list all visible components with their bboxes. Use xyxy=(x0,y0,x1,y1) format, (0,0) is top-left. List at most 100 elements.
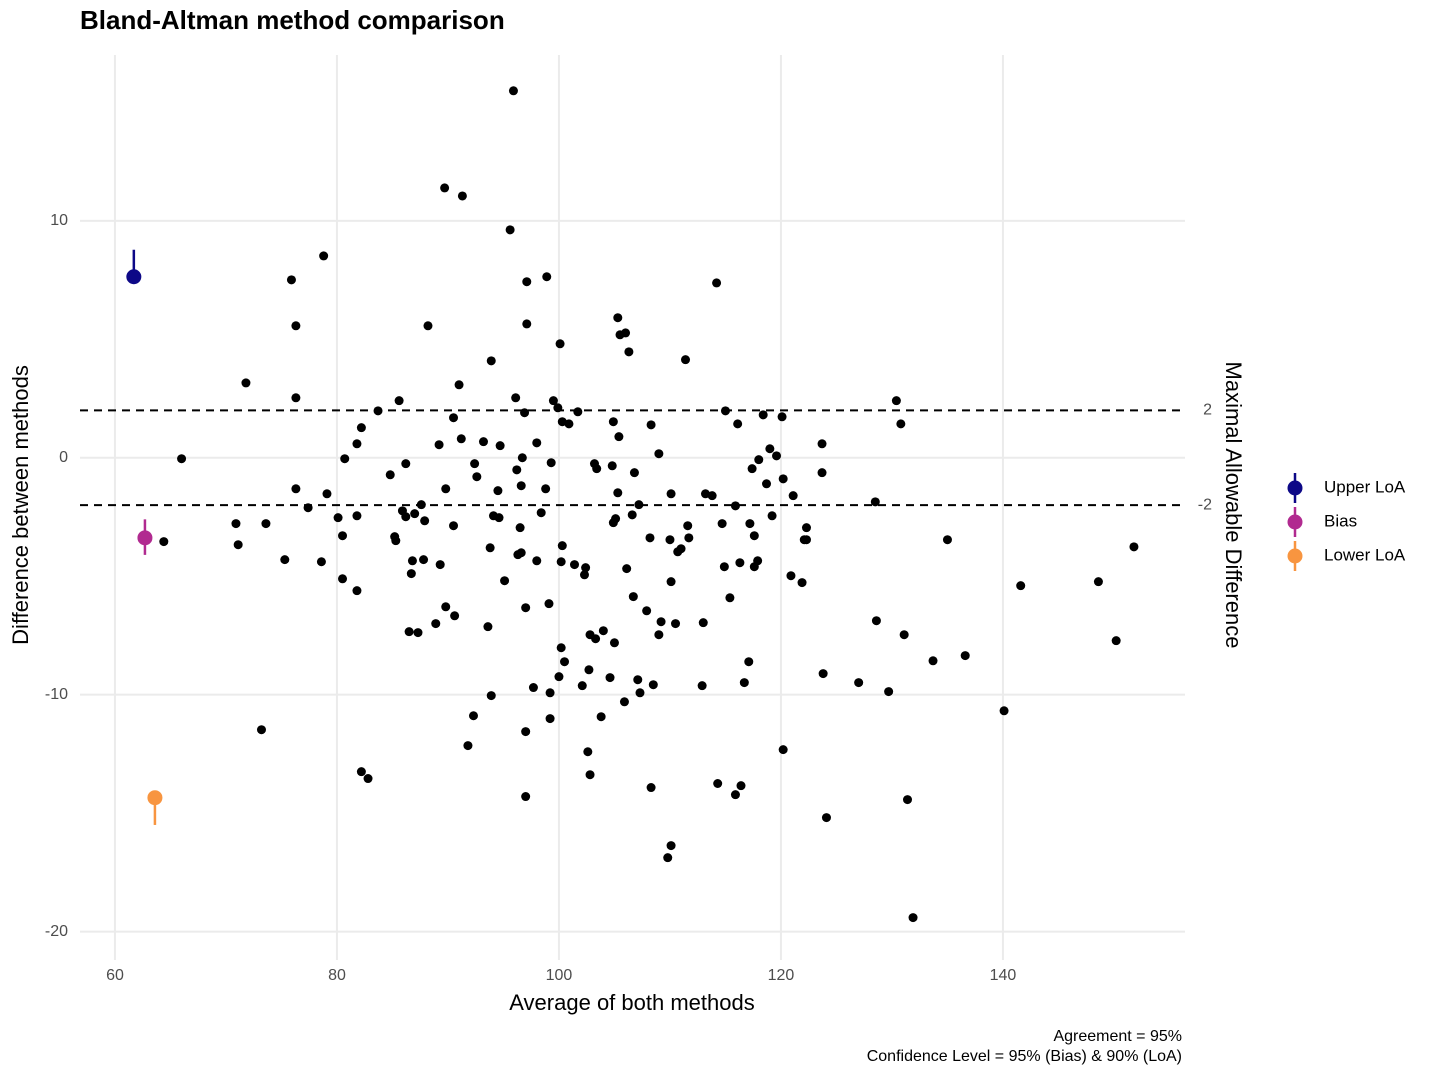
data-point xyxy=(666,489,676,499)
data-point xyxy=(619,697,629,707)
data-point xyxy=(373,406,383,416)
data-point xyxy=(532,556,542,566)
data-point xyxy=(406,569,416,579)
x-tick-label: 80 xyxy=(328,967,346,984)
data-point xyxy=(605,673,615,683)
data-point xyxy=(654,630,664,640)
data-point xyxy=(654,449,664,459)
data-point xyxy=(908,913,918,923)
data-point xyxy=(319,251,329,261)
chart-title: Bland-Altman method comparison xyxy=(80,5,505,35)
data-point xyxy=(570,560,580,570)
data-point xyxy=(646,783,656,793)
data-point xyxy=(413,628,423,638)
data-point xyxy=(177,454,187,464)
data-point xyxy=(557,541,567,551)
data-point xyxy=(707,491,717,501)
data-point xyxy=(777,412,787,422)
data-point xyxy=(515,523,525,533)
data-point xyxy=(891,396,901,406)
data-point xyxy=(241,378,251,388)
data-point xyxy=(624,347,634,357)
data-point xyxy=(698,618,708,628)
data-point xyxy=(352,439,362,449)
data-point xyxy=(663,853,673,863)
data-point xyxy=(719,562,729,572)
data-point xyxy=(261,519,271,529)
data-point xyxy=(532,438,542,448)
data-point xyxy=(159,537,169,547)
data-point xyxy=(407,556,417,566)
data-point xyxy=(744,657,754,667)
data-point xyxy=(554,672,564,682)
data-point xyxy=(725,593,735,603)
data-point xyxy=(801,535,811,545)
limit-point xyxy=(147,790,163,806)
data-point xyxy=(316,557,326,567)
data-point xyxy=(712,278,722,288)
data-point xyxy=(356,767,366,777)
data-point xyxy=(821,813,831,823)
data-point xyxy=(401,512,411,522)
data-point xyxy=(765,444,775,454)
data-point xyxy=(629,468,639,478)
data-point xyxy=(500,576,510,586)
y-axis-label: Difference between methods xyxy=(8,365,33,645)
data-point xyxy=(762,479,772,489)
data-point xyxy=(896,419,906,429)
legend-key xyxy=(1287,480,1303,496)
annotation: Agreement = 95% xyxy=(1053,1028,1182,1045)
data-point xyxy=(454,380,464,390)
data-point xyxy=(291,321,301,331)
data-point xyxy=(581,563,591,573)
annotation: Confidence Level = 95% (Bias) & 90% (LoA… xyxy=(867,1048,1182,1065)
data-point xyxy=(545,714,555,724)
data-point xyxy=(431,619,441,629)
data-point xyxy=(340,454,350,464)
data-point xyxy=(665,535,675,545)
data-point xyxy=(385,470,395,480)
data-point xyxy=(505,225,515,235)
data-point xyxy=(608,417,618,427)
data-point xyxy=(333,513,343,523)
y-tick-label: 10 xyxy=(50,212,68,229)
data-point xyxy=(613,313,623,323)
data-point xyxy=(401,459,411,469)
data-point xyxy=(736,781,746,791)
data-point xyxy=(598,626,608,636)
data-point xyxy=(870,497,880,507)
data-point xyxy=(441,602,451,612)
data-point xyxy=(303,503,313,513)
data-point xyxy=(508,86,518,96)
data-point xyxy=(468,711,478,721)
data-point xyxy=(854,678,864,688)
data-point xyxy=(511,393,521,403)
data-point xyxy=(463,741,473,751)
data-point xyxy=(494,513,504,523)
x-tick-label: 140 xyxy=(990,967,1017,984)
data-point xyxy=(628,592,638,602)
data-point xyxy=(717,519,727,529)
data-point xyxy=(516,481,526,491)
x-tick-label: 100 xyxy=(546,967,573,984)
legend-label: Lower LoA xyxy=(1324,545,1406,564)
data-point xyxy=(1111,636,1121,646)
data-point xyxy=(884,687,894,697)
data-point xyxy=(435,560,445,570)
data-point xyxy=(591,634,601,644)
data-point xyxy=(363,774,373,784)
data-point xyxy=(666,577,676,587)
data-point xyxy=(666,841,676,851)
data-point xyxy=(356,423,366,433)
data-point xyxy=(671,619,681,629)
data-point xyxy=(573,407,583,417)
data-point xyxy=(747,464,757,474)
data-point xyxy=(449,413,459,423)
data-point xyxy=(797,578,807,588)
y-tick-label: -20 xyxy=(45,923,68,940)
data-point xyxy=(676,544,686,554)
data-point xyxy=(286,275,296,285)
data-point xyxy=(713,779,723,789)
data-point xyxy=(512,465,522,475)
